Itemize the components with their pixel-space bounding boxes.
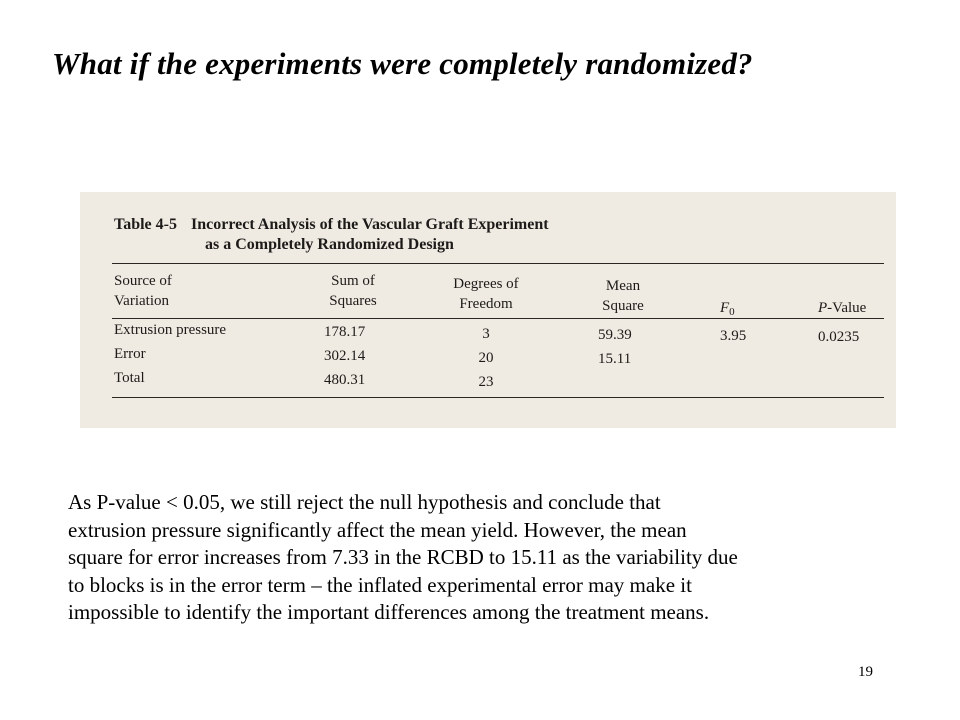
table-caption: Table 4-5 Incorrect Analysis of the Vascu… [114, 216, 549, 234]
header-degrees-of-freedom: Degrees of Freedom [453, 276, 519, 312]
row-error-ms: 15.11 [598, 351, 632, 367]
row-extrusion-f: 3.95 [720, 328, 747, 344]
table-top-rule [112, 263, 884, 264]
page-number: 19 [858, 664, 873, 680]
row-extrusion-source: Extrusion pressure [114, 322, 227, 338]
table-bottom-rule [112, 397, 884, 398]
conclusion-paragraph: As P-value < 0.05, we still reject the n… [68, 490, 738, 624]
row-extrusion-p: 0.0235 [818, 329, 860, 345]
header-source: Source of Variation [114, 273, 172, 309]
row-extrusion-ms: 59.39 [598, 327, 632, 343]
header-f0: F0 [720, 300, 735, 318]
table-caption-line-1: Incorrect Analysis of the Vascular Graft… [190, 216, 549, 233]
anova-table-image: Table 4-5 Incorrect Analysis of the Vascu… [80, 192, 896, 428]
row-error-df: 20 [478, 350, 494, 366]
row-total-source: Total [114, 370, 145, 386]
row-extrusion-df: 3 [482, 326, 490, 342]
header-sum-of-squares: Sum of Squares [329, 273, 377, 309]
row-error-source: Error [114, 346, 146, 362]
row-total-ss: 480.31 [324, 372, 366, 388]
header-p-value: P-Value [818, 300, 867, 316]
row-error-ss: 302.14 [324, 348, 366, 364]
table-label: Table 4-5 [114, 216, 177, 233]
table-header-rule [112, 318, 884, 319]
header-mean-square: Mean Square [602, 278, 644, 314]
table-caption-line-2: as a Completely Randomized Design [205, 236, 454, 253]
row-total-df: 23 [478, 374, 494, 390]
row-extrusion-ss: 178.17 [324, 324, 366, 340]
slide-title: What if the experiments were completely … [52, 46, 753, 81]
